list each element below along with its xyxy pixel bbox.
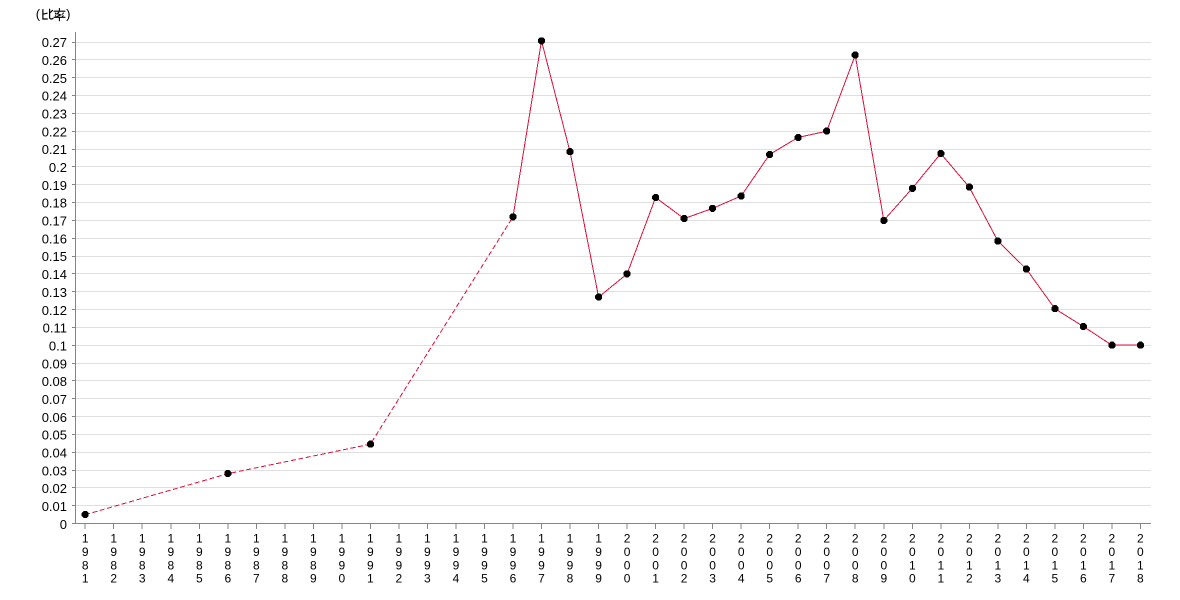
svg-text:(: (: [36, 7, 41, 22]
svg-text:0.09: 0.09: [42, 356, 67, 371]
svg-text:0.13: 0.13: [42, 285, 67, 300]
svg-text:0.1: 0.1: [49, 338, 67, 353]
svg-text:0.16: 0.16: [42, 231, 67, 246]
svg-text:0.08: 0.08: [42, 374, 67, 389]
svg-text:0.27: 0.27: [42, 35, 67, 50]
svg-text:0.14: 0.14: [42, 267, 67, 282]
svg-text:0.07: 0.07: [42, 392, 67, 407]
svg-text:0.22: 0.22: [42, 124, 67, 139]
svg-text:): ): [66, 7, 70, 22]
svg-text:0.25: 0.25: [42, 71, 67, 86]
svg-text:0.2: 0.2: [49, 160, 67, 175]
svg-text:0.04: 0.04: [42, 446, 67, 461]
svg-text:0.05: 0.05: [42, 428, 67, 443]
svg-text:0: 0: [60, 517, 67, 532]
svg-text:0.15: 0.15: [42, 249, 67, 264]
svg-text:0.03: 0.03: [42, 463, 67, 478]
svg-text:0.06: 0.06: [42, 410, 67, 425]
svg-text:0.12: 0.12: [42, 303, 67, 318]
svg-text:0.23: 0.23: [42, 107, 67, 122]
svg-text:0.18: 0.18: [42, 196, 67, 211]
svg-text:0.11: 0.11: [43, 321, 67, 336]
svg-text:0.21: 0.21: [42, 142, 67, 157]
svg-text:0.19: 0.19: [42, 178, 67, 193]
svg-text:0.17: 0.17: [42, 214, 67, 229]
svg-text:0.26: 0.26: [42, 53, 67, 68]
svg-text:0.02: 0.02: [42, 481, 67, 496]
svg-text:0.24: 0.24: [42, 89, 67, 104]
svg-text:0.01: 0.01: [42, 499, 67, 514]
